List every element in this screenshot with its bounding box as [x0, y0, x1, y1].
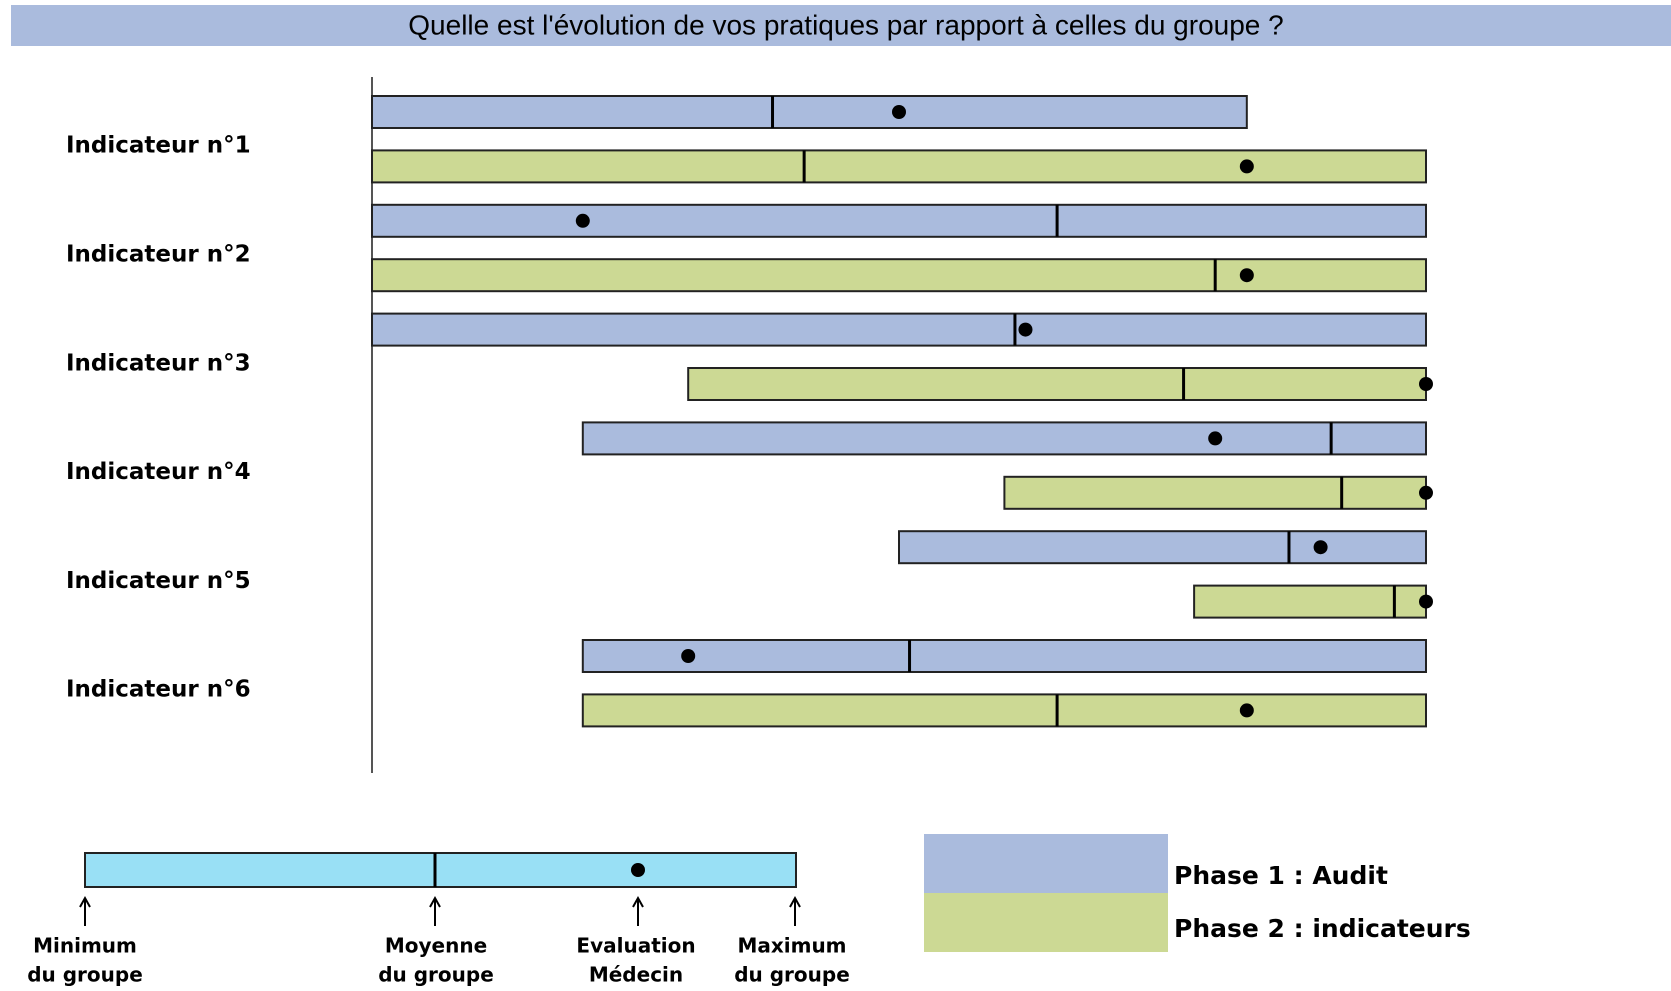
key-bar: [84, 852, 797, 888]
key-label: Maximum: [737, 934, 846, 958]
range-bar: [687, 367, 1427, 401]
category-label: Indicateur n°6: [66, 677, 251, 703]
eval-dot: [575, 213, 590, 228]
eval-dot: [1208, 431, 1223, 446]
eval-dot: [1419, 485, 1433, 500]
key-arrowhead: [429, 895, 441, 908]
title-bar: [11, 5, 1671, 46]
range-bar: [371, 312, 1427, 347]
legend-swatch: [924, 893, 1168, 952]
key-arrowhead: [789, 895, 801, 908]
range-bar: [371, 258, 1427, 293]
eval-dot: [1419, 377, 1433, 391]
range-bar: [581, 693, 1427, 728]
eval-dot: [1419, 594, 1433, 609]
key-arrowhead: [79, 895, 91, 908]
key-label: Médecin: [589, 963, 683, 987]
key-label: Moyenne: [385, 934, 487, 958]
range-bar: [581, 421, 1427, 456]
key-label: Evaluation: [576, 934, 695, 958]
chart-title: Quelle est l'évolution de vos pratiques …: [408, 9, 1283, 40]
category-label: Indicateur n°5: [66, 568, 251, 594]
key-label: du groupe: [27, 963, 143, 987]
eval-dot: [1018, 322, 1033, 337]
key-arrowhead: [632, 895, 644, 908]
key-label: Minimum: [33, 934, 137, 958]
category-label: Indicateur n°3: [66, 350, 251, 376]
key-label: du groupe: [734, 963, 850, 987]
eval-dot: [1239, 703, 1254, 718]
legend-label: Phase 1 : Audit: [1174, 861, 1388, 890]
range-bar: [371, 95, 1248, 129]
category-label: Indicateur n°1: [66, 133, 251, 159]
legend-swatch: [924, 834, 1168, 893]
category-label: Indicateur n°4: [66, 459, 251, 485]
key-label: du groupe: [378, 963, 494, 987]
eval-dot: [892, 105, 906, 119]
eval-dot: [1313, 540, 1328, 555]
range-bar: [581, 639, 1427, 673]
range-bar: [1193, 584, 1427, 619]
category-label: Indicateur n°2: [66, 242, 251, 268]
legend-label: Phase 2 : indicateurs: [1174, 914, 1471, 943]
eval-dot: [1239, 268, 1254, 283]
range-bar: [371, 203, 1427, 238]
eval-dot: [1239, 159, 1254, 174]
range-bar: [1003, 475, 1428, 510]
key-dot: [631, 863, 645, 877]
range-bar: [371, 149, 1427, 184]
range-bar: [898, 530, 1427, 565]
eval-dot: [681, 649, 696, 663]
